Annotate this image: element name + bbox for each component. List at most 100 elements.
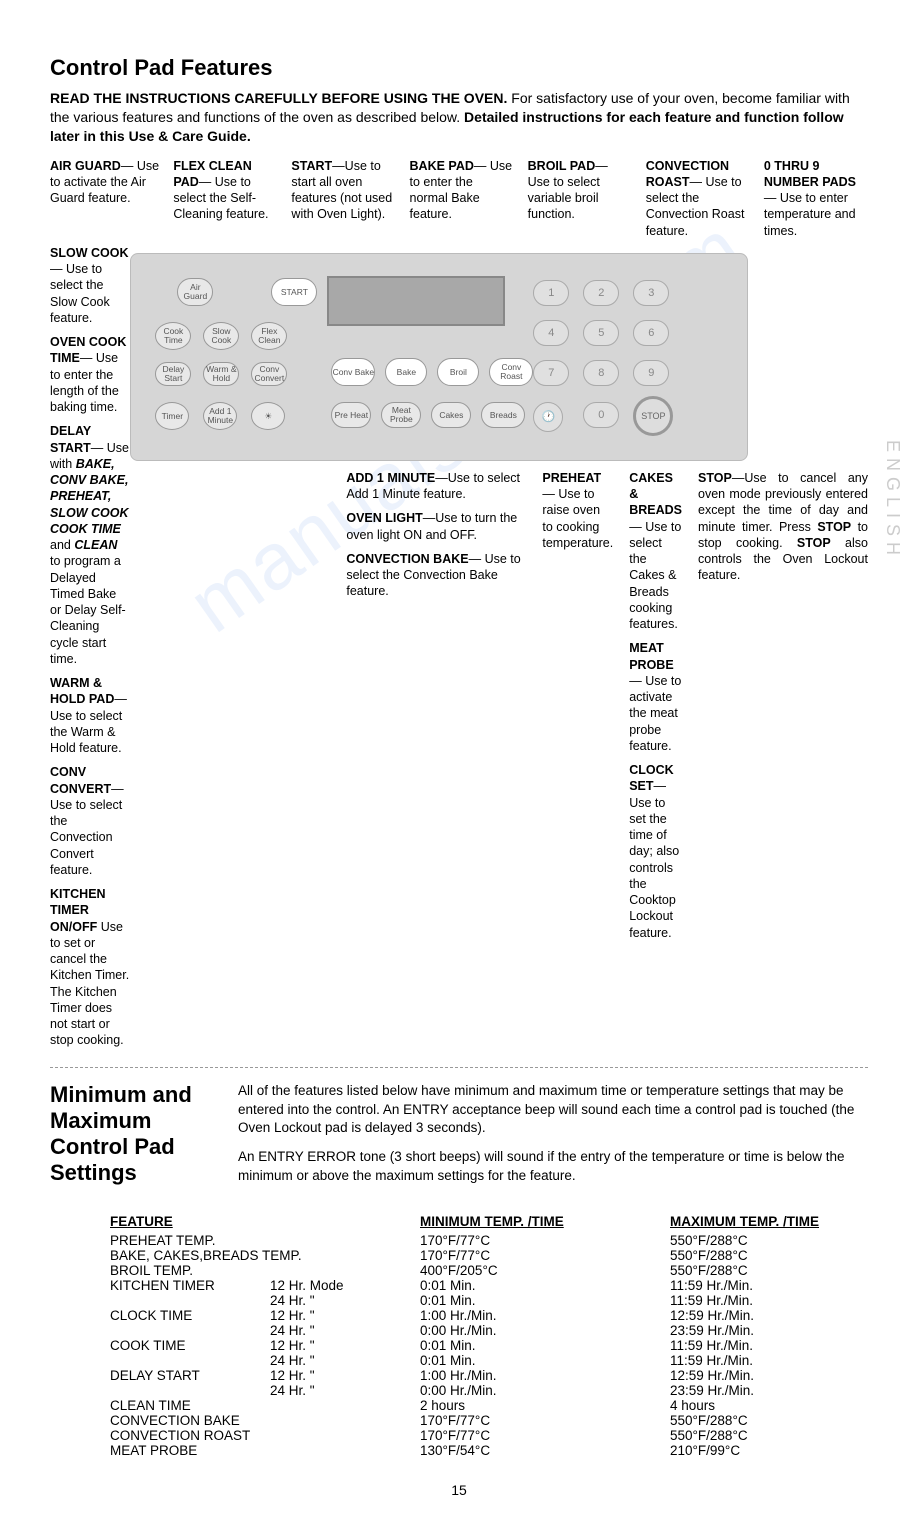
conv-bake-button[interactable]: Conv Bake: [331, 358, 375, 386]
num-6-button[interactable]: 6: [633, 320, 669, 346]
callout-air-guard: AIR GUARD— Use to activate the Air Guard…: [50, 158, 159, 239]
table-row: BAKE, CAKES,BREADS TEMP.170°F/77°C550°F/…: [110, 1248, 868, 1263]
callout-warm-hold: WARM & HOLD PAD—Use to select the Warm &…: [50, 675, 130, 756]
table-header: FEATURE MINIMUM TEMP. /TIME MAXIMUM TEMP…: [110, 1214, 868, 1229]
stop-button[interactable]: STOP: [633, 396, 673, 436]
th-min: MINIMUM TEMP. /TIME: [420, 1214, 670, 1229]
table-row: CLOCK TIME12 Hr. "1:00 Hr./Min.12:59 Hr.…: [110, 1308, 868, 1323]
table-row: CONVECTION ROAST170°F/77°C550°F/288°C: [110, 1428, 868, 1443]
add-minute-button[interactable]: Add 1 Minute: [203, 402, 237, 430]
callout-col-1: [130, 470, 330, 949]
callout-start: START—Use to start all oven features (no…: [291, 158, 395, 239]
broil-button[interactable]: Broil: [437, 358, 479, 386]
callout-cakes-breads: CAKES & BREADS— Use to select the Cakes …: [629, 470, 682, 633]
callout-col-5: STOP—Use to cancel any oven mode previou…: [698, 470, 868, 949]
callout-number-pads: 0 THRU 9 NUMBER PADS — Use to enter temp…: [764, 158, 868, 239]
callout-col-4: CAKES & BREADS— Use to select the Cakes …: [629, 470, 682, 949]
th-feature: FEATURE: [110, 1214, 420, 1229]
callout-clock-set: CLOCK SET— Use to set the time of day; a…: [629, 762, 682, 941]
table-row: 24 Hr. "0:00 Hr./Min.23:59 Hr./Min.: [110, 1383, 868, 1398]
callout-preheat: PREHEAT— Use to raise oven to cooking te…: [542, 470, 613, 551]
callout-oven-cook-time: OVEN COOK TIME— Use to enter the length …: [50, 334, 130, 415]
flex-clean-button[interactable]: Flex Clean: [251, 322, 287, 350]
side-language-label: ENGLISH: [882, 440, 903, 561]
top-callouts-row: AIR GUARD— Use to activate the Air Guard…: [50, 158, 868, 239]
table-row: PREHEAT TEMP.170°F/77°C550°F/288°C: [110, 1233, 868, 1248]
table-row: MEAT PROBE130°F/54°C210°F/99°C: [110, 1443, 868, 1458]
settings-table: FEATURE MINIMUM TEMP. /TIME MAXIMUM TEMP…: [110, 1214, 868, 1458]
callout-conv-bake: CONVECTION BAKE— Use to select the Conve…: [346, 551, 526, 600]
oven-light-button[interactable]: ☀: [251, 402, 285, 430]
th-max: MAXIMUM TEMP. /TIME: [670, 1214, 819, 1229]
table-body: PREHEAT TEMP.170°F/77°C550°F/288°CBAKE, …: [110, 1233, 868, 1458]
num-9-button[interactable]: 9: [633, 360, 669, 386]
warm-hold-button[interactable]: Warm & Hold: [203, 362, 239, 386]
table-row: DELAY START12 Hr. "1:00 Hr./Min.12:59 Hr…: [110, 1368, 868, 1383]
settings-p1: All of the features listed below have mi…: [238, 1082, 868, 1139]
callout-oven-light: OVEN LIGHT—Use to turn the oven light ON…: [346, 510, 526, 543]
page-number: 15: [50, 1482, 868, 1498]
callout-slow-cook: SLOW COOK— Use to select the Slow Cook f…: [50, 245, 130, 326]
preheat-button[interactable]: Pre Heat: [331, 402, 371, 428]
page-title: Control Pad Features: [50, 55, 868, 81]
num-2-button[interactable]: 2: [583, 280, 619, 306]
table-row: 24 Hr. "0:01 Min.11:59 Hr./Min.: [110, 1293, 868, 1308]
settings-h-3: Control Pad: [50, 1134, 210, 1160]
number-pad: 1 2 3 4 5 6 7 8 9 🕐 0 STOP: [533, 280, 729, 450]
diagram-section: SLOW COOK— Use to select the Slow Cook f…: [50, 245, 868, 1057]
start-button[interactable]: START: [271, 278, 317, 306]
cakes-button[interactable]: Cakes: [431, 402, 471, 428]
timer-button[interactable]: Timer: [155, 402, 189, 430]
num-3-button[interactable]: 3: [633, 280, 669, 306]
num-7-button[interactable]: 7: [533, 360, 569, 386]
cook-time-button[interactable]: Cook Time: [155, 322, 191, 350]
clock-set-button[interactable]: 🕐: [533, 402, 563, 432]
section-divider: [50, 1067, 868, 1068]
callout-col-3: PREHEAT— Use to raise oven to cooking te…: [542, 470, 613, 949]
num-4-button[interactable]: 4: [533, 320, 569, 346]
callout-add-minute: ADD 1 MINUTE—Use to select Add 1 Minute …: [346, 470, 526, 503]
delay-start-button[interactable]: Delay Start: [155, 362, 191, 386]
conv-roast-button[interactable]: Conv Roast: [489, 358, 533, 386]
table-row: 24 Hr. "0:01 Min.11:59 Hr./Min.: [110, 1353, 868, 1368]
meat-probe-button[interactable]: Meat Probe: [381, 402, 421, 428]
table-row: KITCHEN TIMER12 Hr. Mode0:01 Min.11:59 H…: [110, 1278, 868, 1293]
callout-meat-probe: MEAT PROBE— Use to activate the meat pro…: [629, 640, 682, 754]
left-callouts-column: SLOW COOK— Use to select the Slow Cook f…: [50, 245, 130, 1057]
callout-conv-roast: CONVECTION ROAST— Use to select the Conv…: [646, 158, 750, 239]
callout-conv-convert: CONV CONVERT—Use to select the Convectio…: [50, 764, 130, 878]
oven-display: [327, 276, 505, 326]
control-panel: Air Guard START Cook Time Slow Cook Flex…: [130, 253, 748, 461]
callout-delay-start: DELAY START— Use with BAKE, CONV BAKE, P…: [50, 423, 130, 667]
table-row: COOK TIME12 Hr. "0:01 Min.11:59 Hr./Min.: [110, 1338, 868, 1353]
settings-h-4: Settings: [50, 1160, 210, 1186]
settings-h-1: Minimum and: [50, 1082, 210, 1108]
num-5-button[interactable]: 5: [583, 320, 619, 346]
table-row: CONVECTION BAKE170°F/77°C550°F/288°C: [110, 1413, 868, 1428]
num-8-button[interactable]: 8: [583, 360, 619, 386]
callout-bake-pad: BAKE PAD— Use to enter the normal Bake f…: [410, 158, 514, 239]
intro-paragraph: READ THE INSTRUCTIONS CAREFULLY BEFORE U…: [50, 89, 868, 146]
settings-heading: Minimum and Maximum Control Pad Settings: [50, 1082, 210, 1196]
slow-cook-button[interactable]: Slow Cook: [203, 322, 239, 350]
air-guard-button[interactable]: Air Guard: [177, 278, 213, 306]
callout-broil-pad: BROIL PAD— Use to select variable broil …: [528, 158, 632, 239]
settings-h-2: Maximum: [50, 1108, 210, 1134]
bake-button[interactable]: Bake: [385, 358, 427, 386]
num-0-button[interactable]: 0: [583, 402, 619, 428]
num-1-button[interactable]: 1: [533, 280, 569, 306]
intro-lead: READ THE INSTRUCTIONS CAREFULLY BEFORE U…: [50, 90, 507, 106]
settings-section: Minimum and Maximum Control Pad Settings…: [50, 1082, 868, 1196]
callout-stop: STOP—Use to cancel any oven mode previou…: [698, 470, 868, 584]
bottom-callouts-row: ADD 1 MINUTE—Use to select Add 1 Minute …: [130, 470, 868, 949]
breads-button[interactable]: Breads: [481, 402, 525, 428]
settings-p2: An ENTRY ERROR tone (3 short beeps) will…: [238, 1148, 868, 1186]
table-row: BROIL TEMP.400°F/205°C550°F/288°C: [110, 1263, 868, 1278]
table-row: CLEAN TIME2 hours4 hours: [110, 1398, 868, 1413]
settings-body: All of the features listed below have mi…: [238, 1082, 868, 1196]
callout-flex-clean: FLEX CLEAN PAD— Use to select the Self-C…: [173, 158, 277, 239]
conv-convert-button[interactable]: Conv Convert: [251, 362, 287, 386]
control-panel-area: Air Guard START Cook Time Slow Cook Flex…: [130, 245, 868, 1057]
table-row: 24 Hr. "0:00 Hr./Min.23:59 Hr./Min.: [110, 1323, 868, 1338]
callout-col-2: ADD 1 MINUTE—Use to select Add 1 Minute …: [346, 470, 526, 949]
